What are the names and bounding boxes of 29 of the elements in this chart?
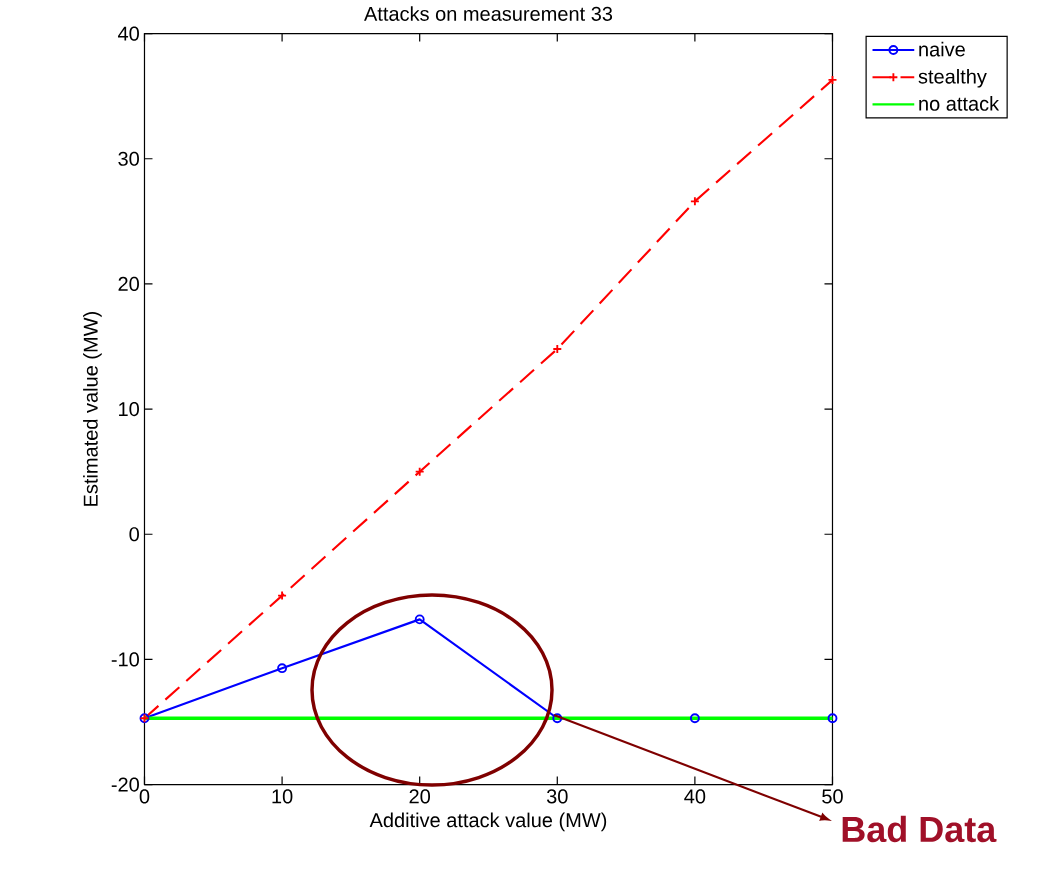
y-tick-label: -10 (111, 652, 139, 667)
x-tick-label: 10 (272, 789, 293, 804)
point (552, 713, 563, 724)
point (277, 663, 288, 674)
y-tick-label: 0 (129, 527, 139, 542)
point (827, 713, 838, 724)
legend-label: stealthy (918, 68, 987, 88)
text: Bad Data (842, 815, 997, 843)
point (689, 196, 700, 207)
y-tick-label: 40 (117, 26, 139, 41)
y-tick-label: -20 (111, 777, 139, 792)
x-tick-label: 0 (139, 789, 150, 804)
point (277, 590, 288, 601)
point (414, 466, 425, 477)
point (552, 344, 563, 354)
x-tick-label: 20 (409, 789, 431, 804)
legend-label: naive (919, 41, 965, 57)
y-tick-label: 20 (118, 276, 139, 292)
legend-label: no attack (919, 96, 1000, 111)
point (689, 713, 700, 724)
x-tick-label: 50 (822, 789, 843, 804)
chart-title: Attacks on measurement 33 (364, 6, 613, 21)
y-tick-label: 10 (119, 402, 139, 417)
point (414, 614, 425, 625)
x-tick-label: 30 (546, 789, 568, 804)
x-tick-label: 40 (684, 789, 706, 804)
y-tick-label: 30 (118, 151, 139, 166)
y-axis-title: Estimated value (MW) (83, 312, 102, 506)
x-axis-title: Additive attack value (MW) (369, 812, 607, 832)
